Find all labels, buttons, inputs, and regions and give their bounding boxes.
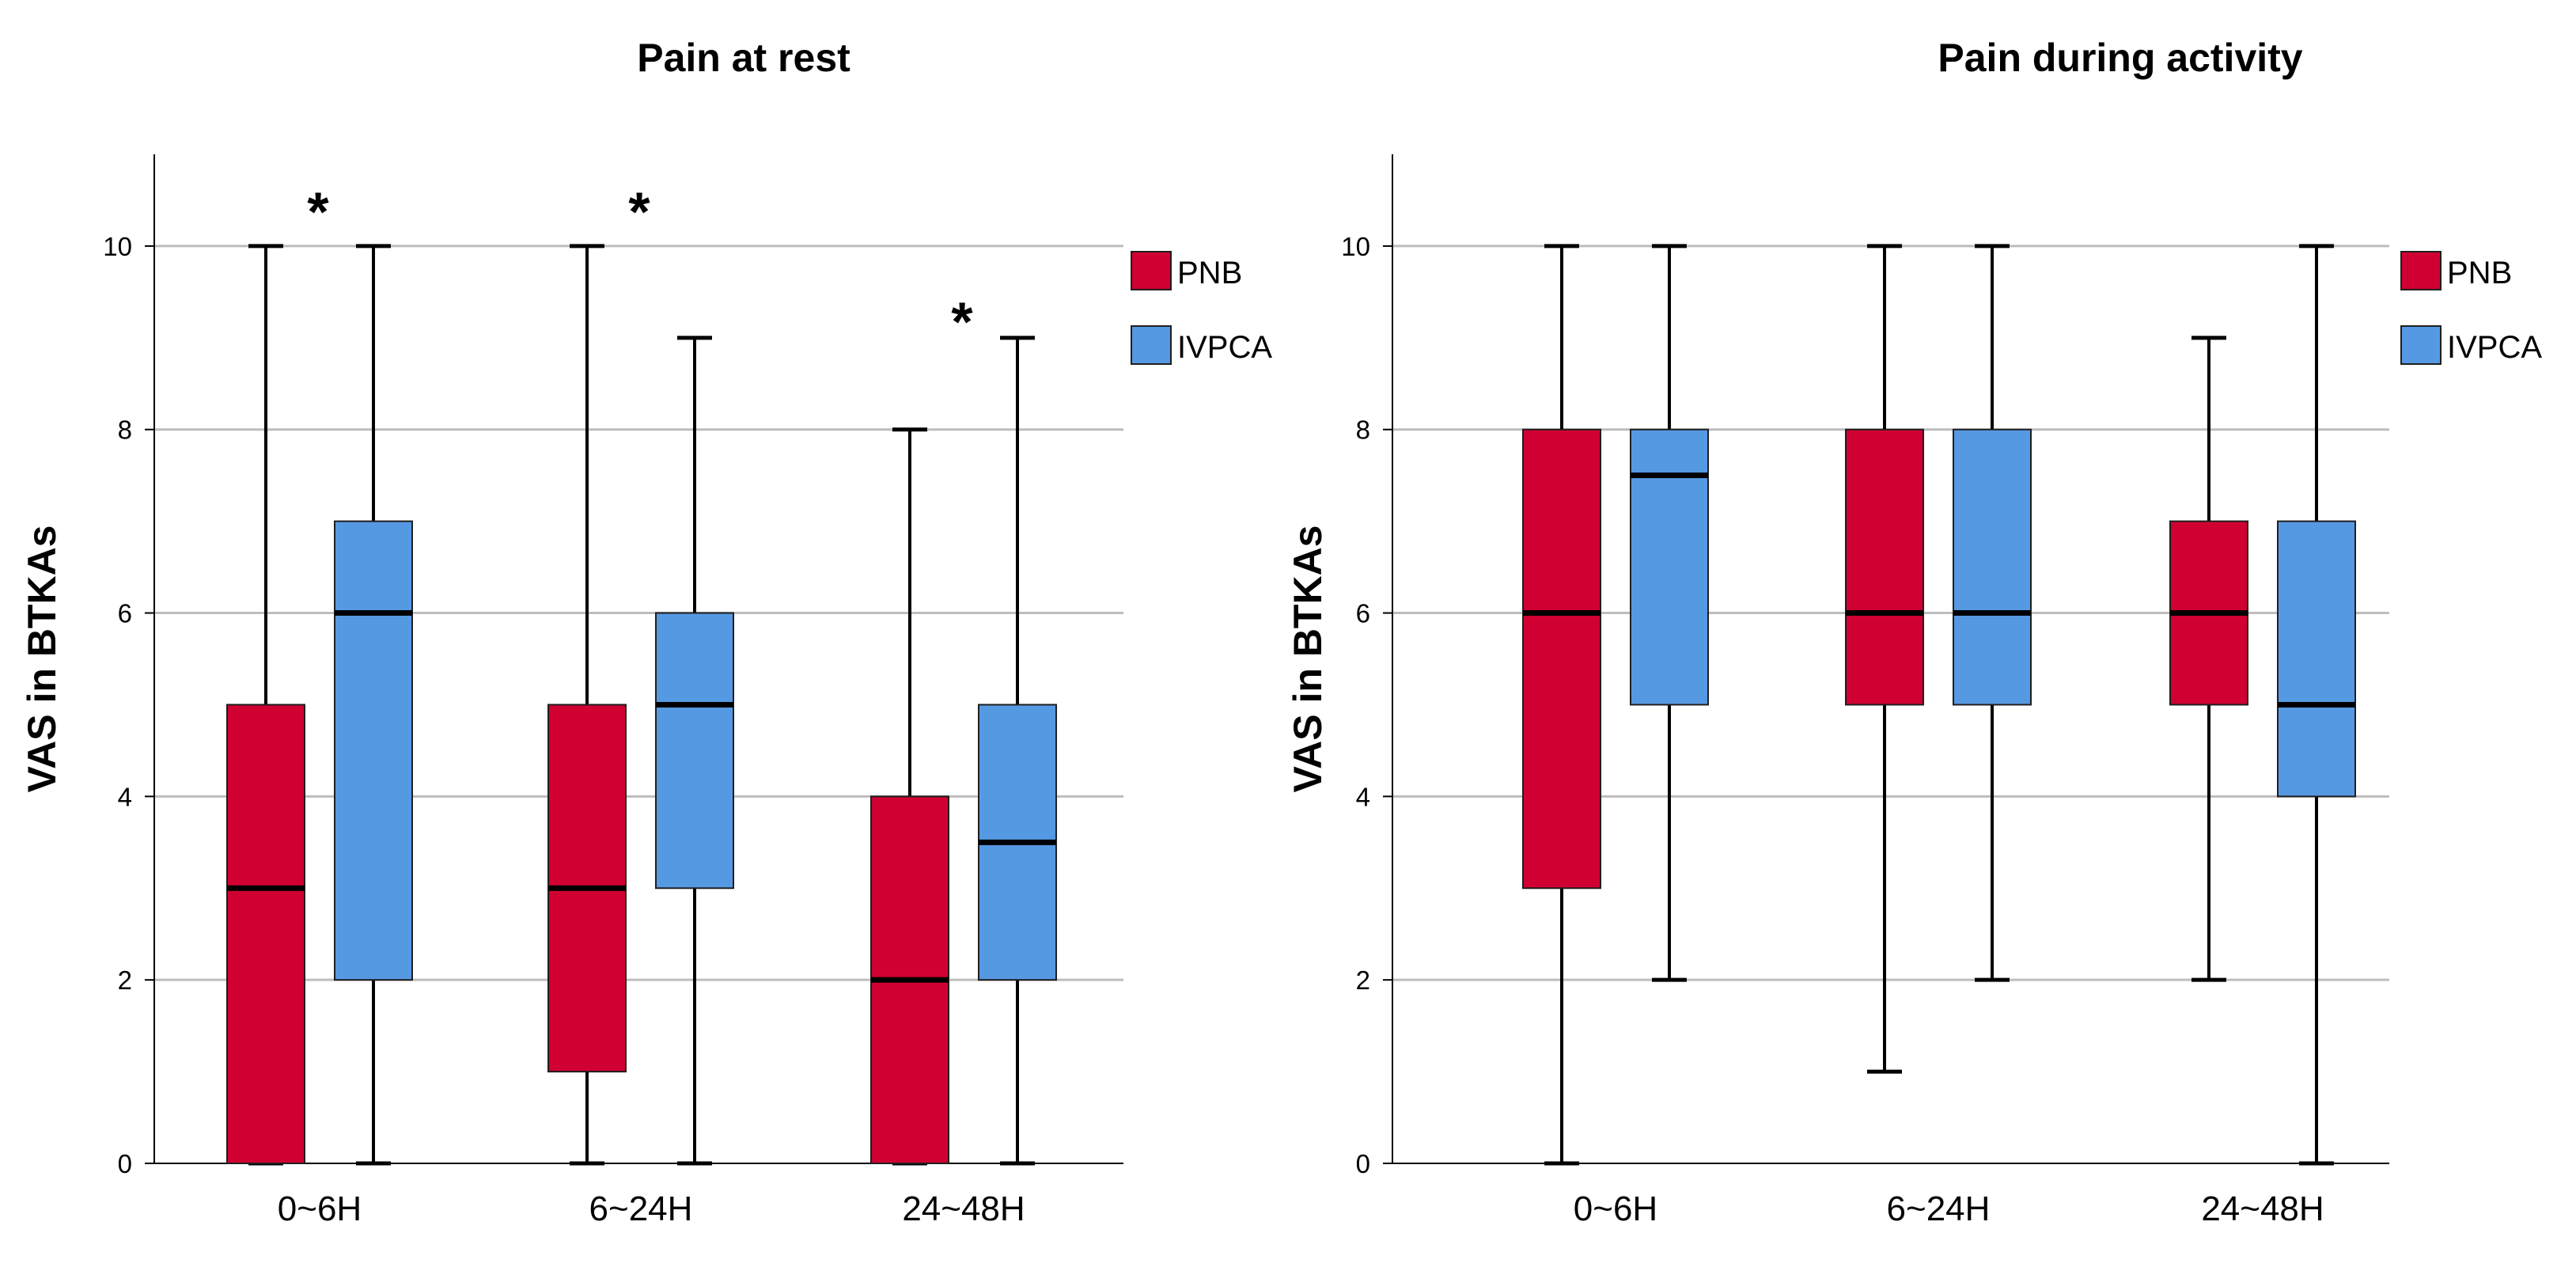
box-iqr xyxy=(226,704,305,1164)
legend-label-ivpca: IVPCA xyxy=(1177,330,1272,365)
box-ivpca-6~24H xyxy=(1953,244,2032,982)
y-tick-label: 8 xyxy=(118,415,132,445)
chart-title: Pain at rest xyxy=(637,36,850,80)
legend-label-pnb: PNB xyxy=(1177,256,1242,290)
box-pnb-6~24H xyxy=(547,244,627,1166)
x-tick-label: 6~24H xyxy=(589,1189,693,1228)
chart-pain-during-activity: Pain during activity VAS in BTKAs 0 2 4 6 8 10 0… xyxy=(1286,36,2542,1228)
box-ivpca-24~48H xyxy=(978,336,1057,1166)
x-tick-label: 0~6H xyxy=(278,1189,362,1228)
box-iqr xyxy=(2277,520,2356,798)
legend-label-pnb: PNB xyxy=(2447,256,2512,290)
legend-label-ivpca: IVPCA xyxy=(2447,330,2542,365)
box-pnb-0~6H xyxy=(226,244,305,1166)
x-tick-label: 0~6H xyxy=(1574,1189,1657,1228)
y-tick-label: 8 xyxy=(1356,415,1370,445)
y-tick-label: 0 xyxy=(118,1149,132,1178)
y-tick-label: 6 xyxy=(118,599,132,628)
box-ivpca-0~6H xyxy=(334,244,413,1166)
box-iqr xyxy=(334,520,413,981)
box-pnb-24~48H xyxy=(870,427,949,1166)
significance-marker: * xyxy=(951,290,973,352)
significance-marker: * xyxy=(307,180,329,242)
y-tick-label: 2 xyxy=(118,966,132,995)
box-ivpca-6~24H xyxy=(655,336,734,1166)
box-ivpca-24~48H xyxy=(2277,244,2356,1166)
box-pnb-24~48H xyxy=(2169,336,2248,982)
y-tick-label: 2 xyxy=(1356,966,1370,995)
y-tick-label: 10 xyxy=(1341,232,1370,261)
y-tick-label: 6 xyxy=(1356,599,1370,628)
legend-swatch-pnb xyxy=(1131,251,1172,290)
legend-swatch-ivpca xyxy=(2400,325,2442,365)
box-pnb-0~6H xyxy=(1522,244,1601,1166)
box-iqr xyxy=(655,612,734,890)
significance-marker: * xyxy=(628,180,650,242)
box-iqr xyxy=(1845,428,1924,706)
legend-swatch-pnb xyxy=(2400,251,2442,290)
y-tick-label: 0 xyxy=(1356,1149,1370,1178)
chart-pain-at-rest: Pain at rest VAS in BTKAs 0 2 4 6 8 10 0~6H 6~24H… xyxy=(20,36,1272,1228)
y-axis-label: VAS in BTKAs xyxy=(1286,525,1330,793)
box-iqr xyxy=(1630,428,1709,706)
chart-title: Pain during activity xyxy=(1938,36,2302,80)
box-pnb-6~24H xyxy=(1845,244,1924,1074)
y-tick-label: 4 xyxy=(118,782,132,811)
x-tick-label: 24~48H xyxy=(2201,1189,2324,1228)
legend-swatch-ivpca xyxy=(1131,325,1172,365)
y-tick-label: 4 xyxy=(1356,782,1370,811)
y-tick-label: 10 xyxy=(103,232,132,261)
x-tick-label: 6~24H xyxy=(1887,1189,1991,1228)
box-iqr xyxy=(1522,428,1601,890)
x-tick-label: 24~48H xyxy=(902,1189,1025,1228)
box-iqr xyxy=(1953,428,2032,706)
box-ivpca-0~6H xyxy=(1630,244,1709,982)
y-axis-label: VAS in BTKAs xyxy=(20,525,64,793)
